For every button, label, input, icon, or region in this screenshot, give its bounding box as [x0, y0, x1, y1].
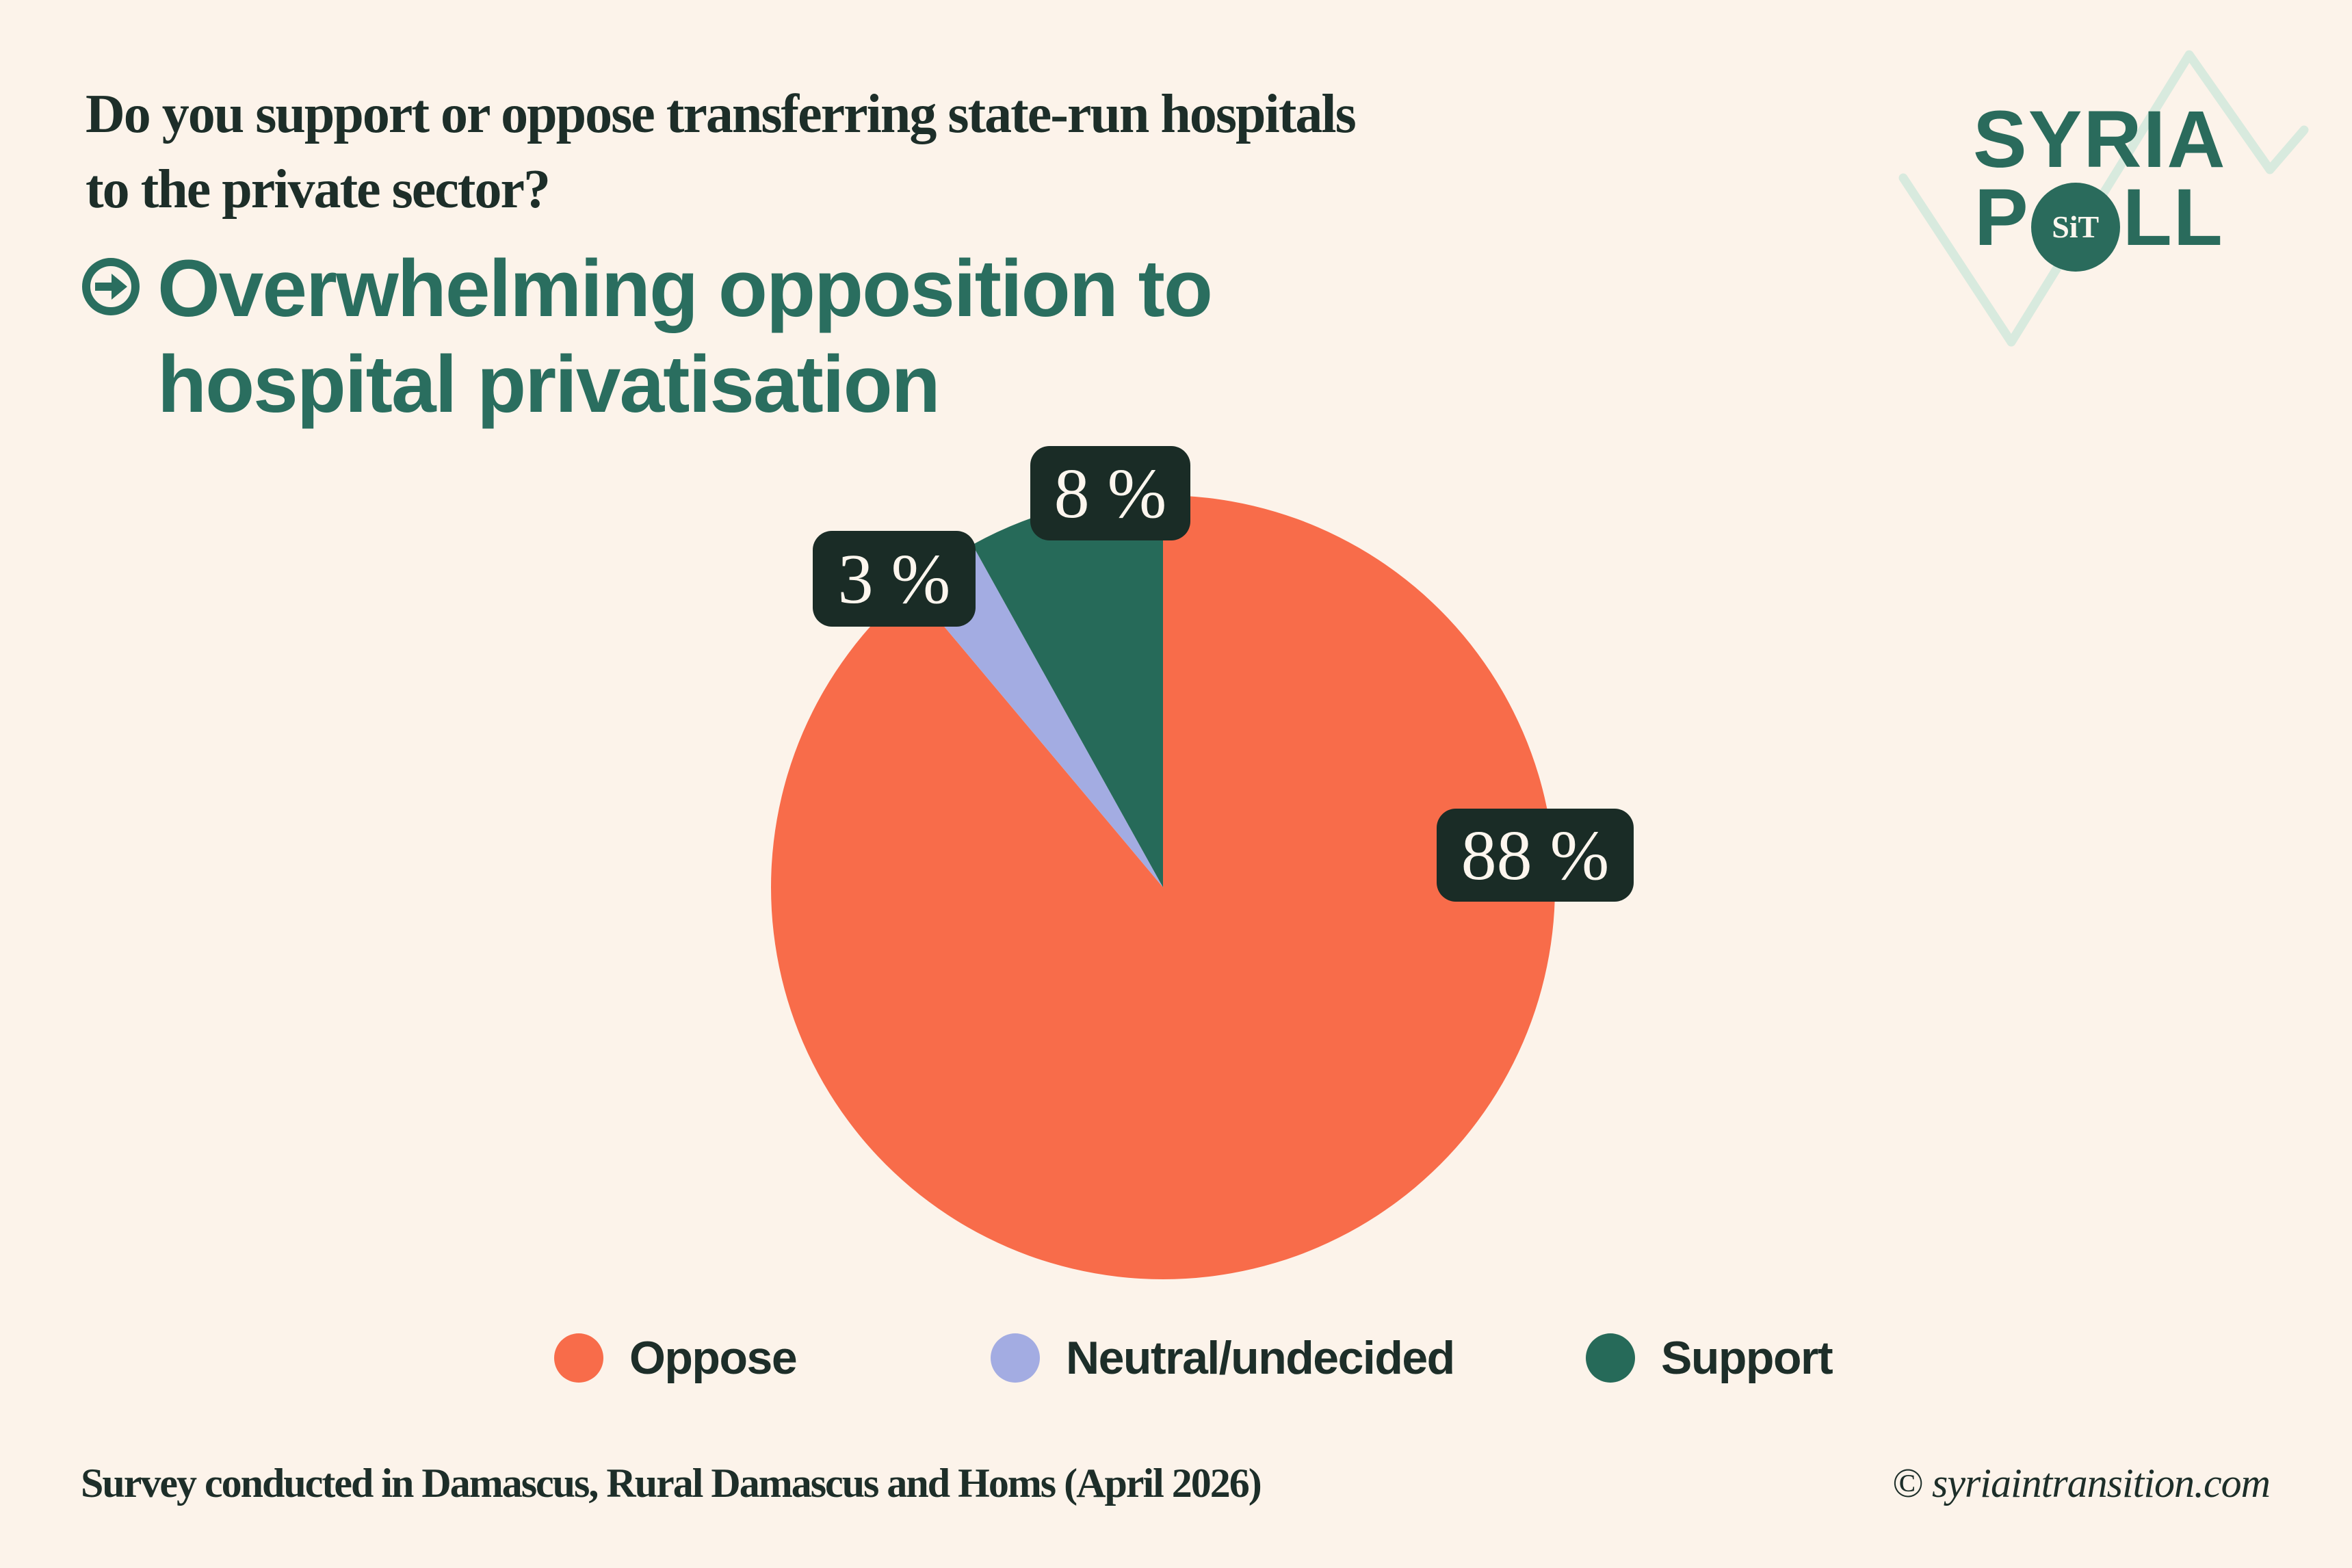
label-badge-neutral: 3 %	[813, 531, 976, 627]
poll-question: Do you support or oppose transferring st…	[86, 77, 1357, 227]
sit-logo-badge: SiT	[2030, 183, 2120, 272]
sit-logo-text: SiT	[2052, 209, 2100, 244]
label-badge-oppose: 88 %	[1437, 809, 1634, 902]
legend-item-oppose: Oppose	[554, 1332, 798, 1384]
logo-word-syria: SYRIA	[1973, 94, 2227, 185]
pie-chart	[771, 495, 1556, 1279]
copyright: © syriaintransition.com	[1892, 1461, 2271, 1506]
pie-slice-support	[972, 495, 1163, 887]
oppose-percentage: 88 %	[1461, 815, 1610, 895]
neutral-percentage: 3 %	[837, 539, 951, 618]
headline-line-1: Overwhelming opposition to	[157, 244, 1213, 334]
headline: Overwhelming opposition to hospital priv…	[157, 241, 1213, 432]
label-badge-support: 8 %	[1030, 446, 1190, 540]
legend-dot-neutral	[991, 1333, 1040, 1383]
headline-line-2: hospital privatisation	[157, 339, 941, 430]
poll-question-line-2: to the private sector?	[86, 159, 551, 220]
legend-dot-oppose	[554, 1333, 603, 1383]
legend-item-support: Support	[1586, 1332, 1833, 1384]
logo-poll-p: P	[1974, 172, 2030, 263]
legend-label-oppose: Oppose	[629, 1332, 798, 1384]
legend-label-neutral: Neutral/undecided	[1066, 1332, 1455, 1384]
pie-slice-neutral-undecided	[911, 545, 1163, 887]
logo-zigzag-chart-line	[1898, 50, 2309, 347]
poll-question-line-1: Do you support or oppose transferring st…	[86, 84, 1357, 144]
legend-item-neutral: Neutral/undecided	[991, 1332, 1455, 1384]
support-percentage: 8 %	[1054, 454, 1167, 533]
logo-poll-ll: LL	[2122, 172, 2224, 263]
pie-slice-oppose	[771, 495, 1556, 1279]
logo-word-poll: P SiT LL	[1974, 177, 2224, 272]
arrow-right-circle-icon	[82, 258, 140, 315]
legend-dot-support	[1586, 1333, 1635, 1383]
survey-note: Survey conducted in Damascus, Rural Dama…	[81, 1461, 1262, 1506]
legend-label-support: Support	[1661, 1332, 1833, 1384]
